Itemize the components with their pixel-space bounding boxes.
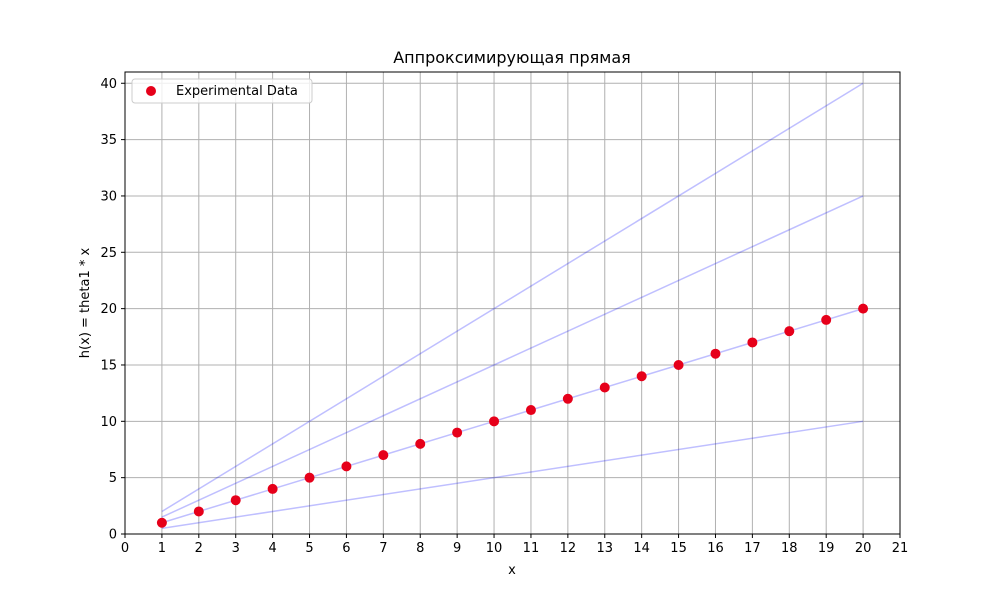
- x-tick-label: 15: [670, 541, 687, 556]
- x-tick-label: 16: [707, 541, 724, 556]
- x-tick-label: 21: [892, 541, 909, 556]
- data-point: [489, 416, 500, 427]
- x-tick-label: 17: [744, 541, 761, 556]
- scatter-points: [156, 303, 869, 528]
- x-tick-label: 0: [121, 541, 129, 556]
- data-point: [415, 438, 426, 449]
- data-point: [304, 472, 315, 483]
- x-tick-label: 11: [523, 541, 540, 556]
- y-axis-label: h(x) = theta1 * x: [78, 248, 93, 359]
- approximation-line: [161, 195, 864, 518]
- data-point: [341, 461, 352, 472]
- chart-title: Аппроксимирующая прямая: [393, 48, 631, 67]
- x-tick-label: 12: [560, 541, 577, 556]
- x-tick-label: 2: [195, 541, 203, 556]
- approximation-lines: [161, 82, 864, 530]
- approximation-line: [161, 82, 864, 513]
- axis-ticks: 0 1 2 3 4 5 6 7 8 9 10 11 12 13 14 15 16 17 18 19 20 21051015…: [100, 77, 908, 556]
- x-tick-label: 10: [486, 541, 503, 556]
- y-tick-label: 0: [109, 528, 117, 543]
- data-point: [710, 348, 721, 359]
- data-point: [599, 382, 610, 393]
- y-tick-label: 30: [100, 189, 117, 204]
- approximation-line: [161, 307, 864, 524]
- y-tick-label: 20: [100, 302, 117, 317]
- legend: Experimental Data: [131, 78, 313, 104]
- data-point: [230, 495, 241, 506]
- x-tick-label: 5: [305, 541, 313, 556]
- data-point: [821, 314, 832, 325]
- data-point: [193, 506, 204, 517]
- x-tick-label: 8: [416, 541, 424, 556]
- data-point: [784, 326, 795, 337]
- x-tick-label: 3: [232, 541, 240, 556]
- y-tick-label: 5: [109, 471, 117, 486]
- x-tick-label: 1: [158, 541, 166, 556]
- x-tick-label: 4: [268, 541, 276, 556]
- data-point: [525, 405, 536, 416]
- data-point: [378, 450, 389, 461]
- data-point: [267, 483, 278, 494]
- x-tick-label: 6: [342, 541, 350, 556]
- data-point: [452, 427, 463, 438]
- y-tick-label: 35: [100, 133, 117, 148]
- x-tick-label: 19: [818, 541, 835, 556]
- x-tick-label: 20: [855, 541, 872, 556]
- x-tick-label: 18: [781, 541, 798, 556]
- y-tick-label: 25: [100, 246, 117, 261]
- y-tick-label: 40: [100, 77, 117, 92]
- data-point: [562, 393, 573, 404]
- legend-box: [131, 78, 313, 104]
- x-tick-label: 13: [596, 541, 613, 556]
- x-axis-label: x: [508, 563, 516, 578]
- legend-label: Experimental Data: [176, 84, 298, 99]
- x-tick-label: 9: [453, 541, 461, 556]
- plot-area-frame: [124, 71, 901, 535]
- x-tick-label: 14: [633, 541, 650, 556]
- data-point: [636, 371, 647, 382]
- y-tick-label: 10: [100, 415, 117, 430]
- legend-marker: [146, 86, 156, 96]
- data-point: [156, 517, 167, 528]
- x-tick-label: 7: [379, 541, 387, 556]
- approximation-line: [161, 420, 864, 530]
- data-point: [858, 303, 869, 314]
- data-point: [673, 359, 684, 370]
- y-tick-label: 15: [100, 358, 117, 373]
- data-point: [747, 337, 758, 348]
